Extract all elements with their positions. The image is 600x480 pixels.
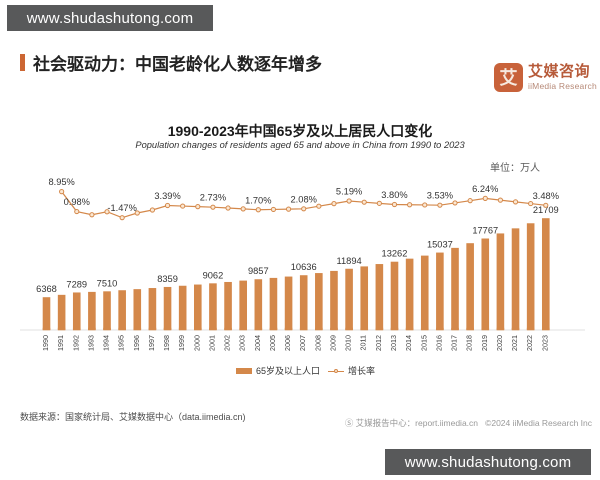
svg-text:3.48%: 3.48% [533, 191, 559, 201]
svg-text:1999: 1999 [177, 335, 186, 351]
svg-text:1992: 1992 [71, 335, 80, 351]
svg-text:2013: 2013 [389, 335, 398, 351]
svg-text:5.19%: 5.19% [336, 187, 362, 197]
svg-text:2014: 2014 [404, 335, 413, 351]
svg-text:0.98%: 0.98% [64, 197, 90, 207]
svg-text:3.80%: 3.80% [381, 190, 407, 200]
svg-text:2016: 2016 [434, 335, 443, 351]
svg-text:8359: 8359 [157, 274, 178, 284]
svg-text:2012: 2012 [374, 335, 383, 351]
svg-text:7289: 7289 [66, 279, 87, 289]
svg-text:8.95%: 8.95% [48, 177, 74, 187]
svg-text:2019: 2019 [480, 335, 489, 351]
svg-text:2020: 2020 [495, 335, 504, 351]
svg-text:11894: 11894 [337, 256, 362, 266]
svg-text:1990: 1990 [41, 335, 50, 351]
svg-text:-1.47%: -1.47% [107, 203, 136, 213]
svg-text:1.70%: 1.70% [245, 195, 271, 205]
svg-text:9857: 9857 [248, 266, 269, 276]
svg-text:2011: 2011 [359, 335, 368, 350]
svg-text:6.24%: 6.24% [472, 184, 498, 194]
svg-text:10636: 10636 [291, 262, 317, 272]
svg-text:2.08%: 2.08% [291, 194, 317, 204]
svg-text:2003: 2003 [238, 335, 247, 351]
svg-text:6368: 6368 [36, 284, 57, 294]
svg-text:2023: 2023 [540, 335, 549, 351]
svg-text:2008: 2008 [313, 335, 322, 351]
svg-text:2009: 2009 [328, 335, 337, 351]
svg-text:2002: 2002 [223, 335, 232, 351]
svg-text:1998: 1998 [162, 335, 171, 351]
svg-text:2022: 2022 [525, 335, 534, 351]
svg-text:1996: 1996 [132, 335, 141, 351]
svg-text:2000: 2000 [192, 335, 201, 351]
svg-text:3.39%: 3.39% [154, 191, 180, 201]
svg-text:2018: 2018 [465, 335, 474, 351]
svg-text:1997: 1997 [147, 335, 156, 351]
svg-text:9062: 9062 [203, 270, 224, 280]
svg-text:3.53%: 3.53% [427, 191, 453, 201]
svg-text:1993: 1993 [86, 335, 95, 351]
svg-text:2004: 2004 [253, 335, 262, 351]
svg-text:7510: 7510 [97, 278, 118, 288]
svg-text:2010: 2010 [344, 335, 353, 351]
svg-text:2015: 2015 [419, 335, 428, 351]
svg-text:2005: 2005 [268, 335, 277, 351]
svg-text:2017: 2017 [450, 335, 459, 351]
svg-text:2021: 2021 [510, 335, 519, 351]
svg-text:2.73%: 2.73% [200, 193, 226, 203]
svg-text:2001: 2001 [207, 335, 216, 351]
svg-text:艾: 艾 [500, 67, 518, 88]
svg-text:2006: 2006 [283, 335, 292, 351]
svg-text:2007: 2007 [298, 335, 307, 351]
svg-text:13262: 13262 [382, 249, 408, 259]
svg-text:1994: 1994 [102, 335, 111, 351]
svg-text:1991: 1991 [56, 335, 65, 351]
svg-text:15037: 15037 [427, 240, 453, 250]
svg-text:1995: 1995 [117, 335, 126, 351]
svg-text:17767: 17767 [472, 226, 498, 236]
